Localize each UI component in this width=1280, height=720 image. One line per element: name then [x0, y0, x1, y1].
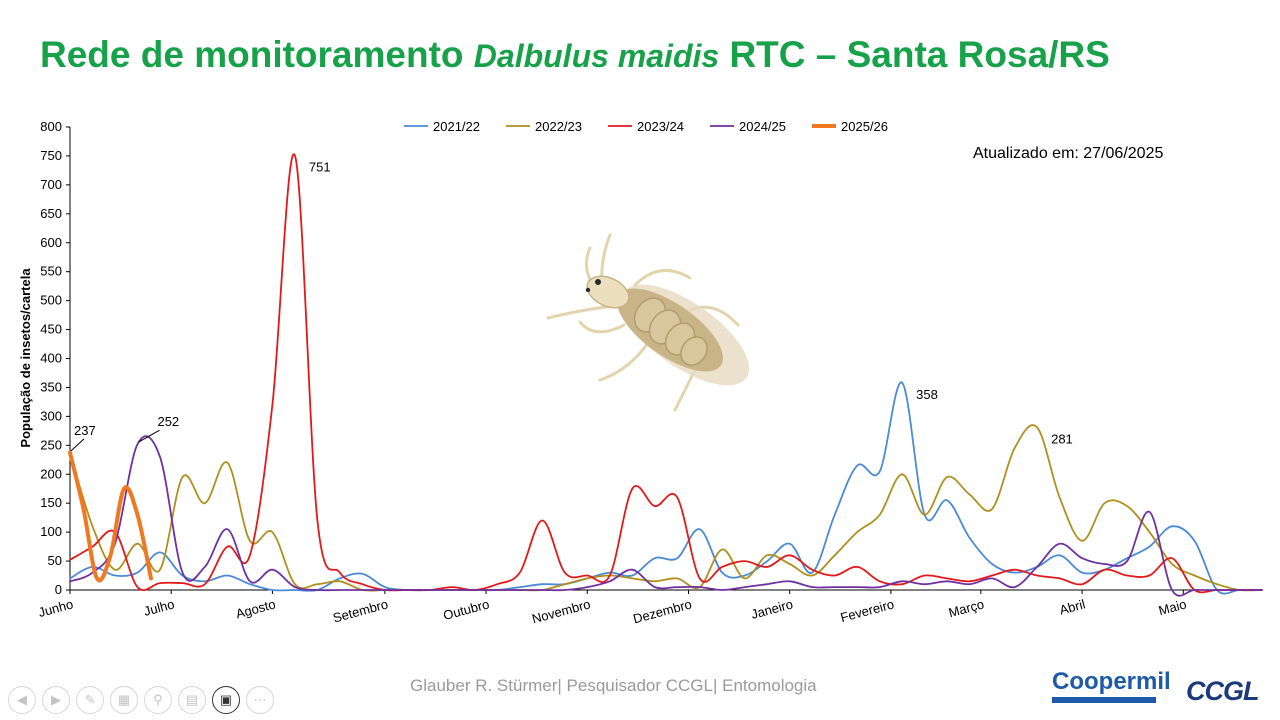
title-prefix: Rede de monitoramento: [40, 34, 474, 75]
series-line-2023-24: [69, 153, 1263, 594]
y-tick-label: 750: [40, 148, 62, 163]
legend-label: 2024/25: [739, 119, 786, 134]
x-tick-label-month: Março: [947, 596, 986, 620]
coopermil-logo: Coopermil: [1052, 668, 1171, 703]
data-label: 237: [74, 423, 96, 438]
ccgl-logo: CCGL: [1186, 676, 1259, 706]
series-line-2024-25: [69, 435, 1263, 597]
x-tick-label-month: Setembro: [331, 596, 389, 625]
forward-icon[interactable]: ▶: [42, 686, 70, 714]
x-tick-label-month: Novembro: [530, 596, 592, 626]
footer-credit: Glauber R. Stürmer| Pesquisador CCGL| En…: [410, 676, 817, 695]
data-label: 252: [157, 414, 179, 429]
y-tick-label: 550: [40, 264, 62, 279]
x-tick-label-month: Janeiro: [749, 596, 794, 622]
title-suffix: RTC – Santa Rosa/RS: [719, 34, 1110, 75]
y-axis-label: População de insetos/cartela: [18, 268, 33, 448]
y-tick-label: 300: [40, 408, 62, 423]
y-tick-label: 200: [40, 466, 62, 481]
y-tick-label: 50: [48, 553, 62, 568]
x-tick-label-month: Dezembro: [631, 596, 693, 626]
y-tick-label: 350: [40, 379, 62, 394]
data-label: 751: [309, 159, 331, 174]
leafhopper-illustration: [546, 233, 750, 412]
y-tick-label: 800: [40, 119, 62, 134]
x-tick-label-month: Outubro: [442, 596, 491, 623]
x-tick-label-month: Fevereiro: [839, 596, 896, 625]
y-tick-label: 100: [40, 524, 62, 539]
coopermil-logo-text: Coopermil: [1052, 668, 1171, 695]
pen-icon[interactable]: ✎: [76, 686, 104, 714]
y-axis: 0 50 100 150 200 250 300 350 400 450 500 550 600 650 7…: [40, 119, 71, 597]
zoom-icon[interactable]: ⚲: [144, 686, 172, 714]
subtitles-icon[interactable]: ▤: [178, 686, 206, 714]
x-tick-label-month: Maio: [1157, 596, 1188, 618]
x-tick-label-month: Julho: [142, 596, 176, 619]
title-species: Dalbulus maidis: [473, 38, 720, 74]
legend-label: 2023/24: [637, 119, 684, 134]
presentation-toolbar: ◀ ▶ ✎ ▦ ⚲ ▤ ▣ ⋯: [8, 686, 274, 714]
y-tick-label: 700: [40, 177, 62, 192]
y-tick-label: 250: [40, 437, 62, 452]
y-tick-label: 450: [40, 322, 62, 337]
coopermil-logo-bar: [1052, 697, 1156, 703]
updated-label: Atualizado em: 27/06/2025: [973, 145, 1163, 162]
x-axis: Junho Julho Agosto Setembro Outubro Novembro D…: [37, 589, 1262, 626]
y-tick-label: 150: [40, 495, 62, 510]
legend-label: 2021/22: [433, 119, 480, 134]
legend-label: 2025/26: [841, 119, 888, 134]
series-line-2021-22: [69, 381, 1263, 595]
data-label-leader: [138, 429, 160, 443]
data-label: 358: [916, 387, 938, 402]
x-tick-label-month: Abril: [1058, 596, 1087, 617]
legend-label: 2022/23: [535, 119, 582, 134]
y-tick-label: 400: [40, 351, 62, 366]
y-tick-label: 600: [40, 235, 62, 250]
x-tick-label-month: Junho: [37, 596, 75, 620]
slide-title: Rede de monitoramento Dalbulus maidis RT…: [40, 34, 1110, 76]
slides-icon[interactable]: ▦: [110, 686, 138, 714]
data-label: 281: [1051, 431, 1073, 446]
chart-legend: 2021/22 2022/23 2023/24 2024/25 2025/26: [404, 119, 888, 134]
y-tick-label: 650: [40, 206, 62, 221]
back-icon[interactable]: ◀: [8, 686, 36, 714]
chart-series: [68, 153, 1263, 597]
camera-icon[interactable]: ▣: [212, 686, 240, 714]
data-label-leader: [70, 438, 85, 452]
y-tick-label: 0: [55, 582, 62, 597]
x-tick-label-month: Agosto: [234, 596, 277, 621]
y-tick-label: 500: [40, 293, 62, 308]
more-icon[interactable]: ⋯: [246, 686, 274, 714]
series-line-2025-26: [68, 450, 153, 583]
data-labels: 237 252 751 358 281: [70, 159, 1073, 452]
series-line-2022-23: [69, 424, 1263, 592]
